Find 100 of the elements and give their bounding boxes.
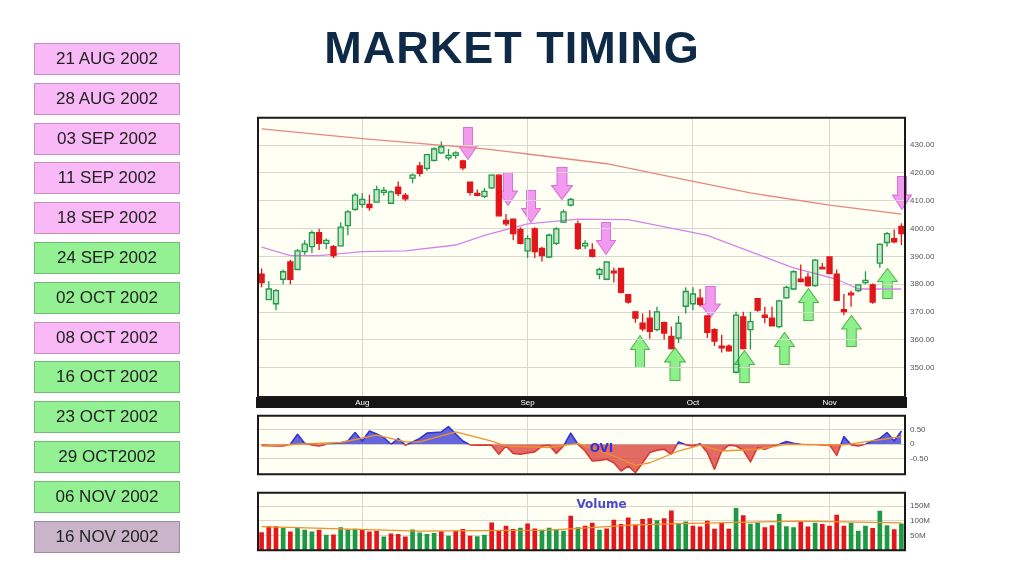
category-label: 11 SEP 2002 (34, 162, 180, 195)
bar (604, 528, 609, 551)
candlestick (581, 239, 589, 250)
bar (712, 528, 717, 551)
candlestick (682, 286, 689, 315)
candlestick (653, 306, 661, 332)
bar (510, 528, 516, 551)
candlestick (330, 244, 337, 259)
category-label: 02 OCT 2002 (34, 281, 180, 314)
bar (719, 523, 725, 551)
bar (474, 536, 480, 551)
candlestick (675, 315, 682, 344)
candlestick (891, 228, 898, 244)
bar (863, 525, 868, 551)
candlestick (452, 150, 459, 160)
candlestick (855, 283, 862, 293)
candlestick (696, 288, 704, 308)
candlestick (625, 293, 632, 305)
category-label: 06 NOV 2002 (34, 480, 180, 513)
bar (295, 528, 300, 551)
y-tick-label: 430.00 (910, 140, 936, 150)
bar (288, 531, 293, 551)
bar (302, 529, 308, 551)
y-tick-label: 410.00 (910, 195, 936, 205)
candlestick (603, 260, 610, 282)
candlestick (409, 172, 416, 184)
bar (359, 529, 365, 551)
x-tick-label: Oct (686, 398, 700, 407)
y-tick-label: 360.00 (910, 335, 936, 345)
candlestick (301, 239, 308, 256)
bar (748, 523, 753, 551)
candlestick (632, 310, 639, 324)
candlestick (366, 193, 373, 212)
y-tick-label: 370.00 (910, 307, 936, 317)
candlestick (402, 192, 409, 202)
candlestick (754, 297, 761, 313)
candlestick (387, 189, 395, 204)
category-label: 29 OCT2002 (34, 441, 180, 473)
bar (554, 528, 559, 551)
candlestick (790, 269, 797, 291)
bar (834, 514, 840, 551)
candlestick (876, 242, 883, 269)
candlestick (768, 306, 776, 328)
candlestick (294, 248, 301, 271)
bar (597, 529, 602, 551)
candlestick (740, 311, 747, 351)
candlestick (287, 259, 294, 285)
y-tick-label: 390.00 (910, 251, 936, 261)
bar (453, 530, 459, 551)
y-tick-label: 0.50 (910, 424, 927, 434)
category-label: 16 NOV 2002 (34, 520, 180, 553)
bar (762, 527, 768, 551)
candlestick (359, 192, 366, 209)
candlestick (567, 197, 574, 208)
bar (482, 534, 487, 551)
candlestick (373, 185, 380, 204)
candlestick (438, 140, 445, 155)
category-label: 08 OCT 2002 (34, 321, 180, 354)
candlestick (495, 173, 502, 217)
x-tick-label: Nov (822, 398, 837, 407)
bar (755, 522, 760, 551)
bar (410, 529, 415, 551)
candlestick (883, 231, 891, 248)
bar (625, 517, 631, 551)
bar (820, 523, 825, 551)
category-label: 18 SEP 2002 (34, 202, 180, 235)
candlestick (574, 219, 582, 251)
bar (704, 520, 710, 551)
candlestick (747, 311, 754, 351)
candlestick (869, 282, 876, 305)
bar (374, 530, 379, 551)
candlestick (488, 173, 495, 190)
bar (647, 518, 653, 551)
y-tick-label: 420.00 (910, 168, 936, 178)
bar (338, 527, 343, 551)
candlestick (258, 267, 265, 288)
bar (417, 532, 423, 551)
category-label: 16 OCT 2002 (34, 361, 180, 394)
bar (395, 533, 401, 551)
y-tick-label: 150M (910, 501, 931, 511)
bar (870, 528, 875, 551)
y-tick-label: -0.50 (910, 454, 929, 464)
x-tick-label: Sep (520, 398, 536, 407)
candlestick (761, 306, 768, 324)
bar (669, 510, 674, 551)
candlestick (847, 290, 855, 308)
candlestick (732, 311, 740, 375)
candlestick (783, 285, 790, 300)
bar (791, 527, 796, 551)
candlestick (668, 325, 675, 351)
candlestick (395, 180, 402, 197)
candlestick (351, 192, 359, 212)
bar (899, 523, 904, 551)
bar (266, 526, 272, 551)
candlestick (474, 188, 481, 197)
y-tick-label: 400.00 (910, 223, 936, 233)
chart-title: MARKET TIMING (324, 22, 700, 73)
candlestick (344, 209, 352, 236)
candlestick (323, 237, 330, 250)
candlestick (430, 146, 438, 163)
